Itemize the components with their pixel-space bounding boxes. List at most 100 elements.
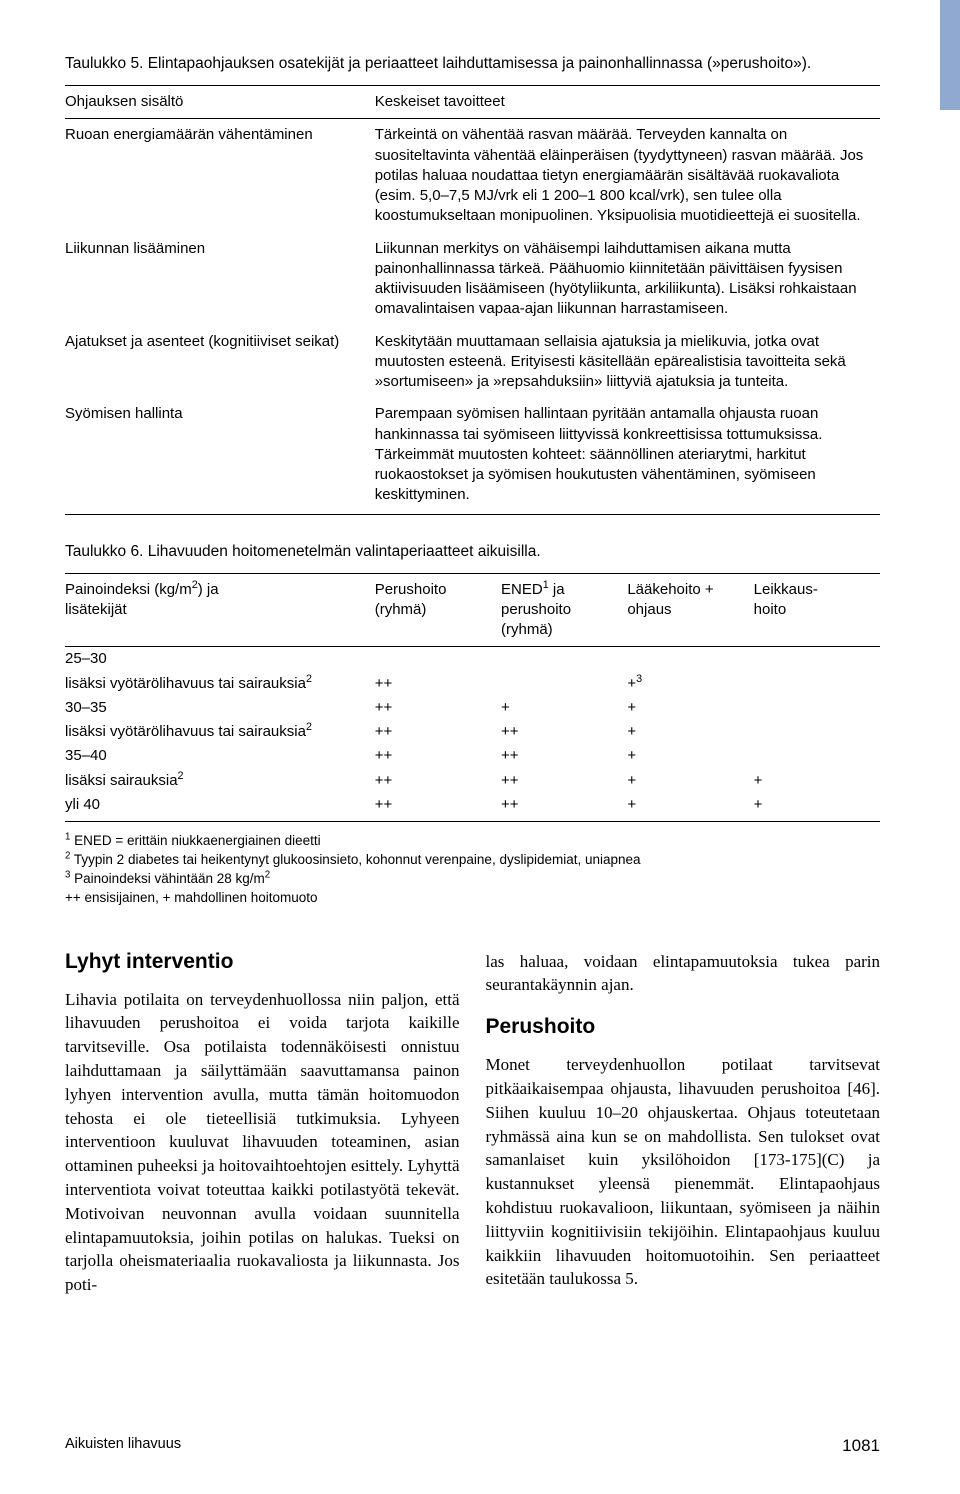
t6-h3-b: ja [549, 581, 565, 598]
t6-c5: + [754, 793, 880, 822]
t6-h1-b: ) ja [198, 581, 219, 598]
t6-h4-l2: ohjaus [627, 601, 671, 618]
t6-h3-l3: (ryhmä) [501, 621, 553, 638]
t6-c1: 30–35 [65, 696, 375, 720]
table5-header-right: Keskeiset tavoitteet [375, 86, 880, 119]
t6-h2-l1: Perushoito [375, 581, 447, 598]
t5-row-left: Liikunnan lisääminen [65, 233, 375, 326]
table-row: yli 40 ++ ++ + + [65, 793, 880, 822]
t6-c5 [754, 647, 880, 672]
t6-h5-l1: Leikkaus- [754, 581, 818, 598]
t5-row-right: Tärkeintä on vähentää rasvan määrää. Ter… [375, 119, 880, 233]
page-number: 1081 [842, 1436, 880, 1456]
footer-left: Aikuisten lihavuus [65, 1436, 181, 1456]
t6-c1: lisäksi vyötärölihavuus tai sairauksia2 [65, 672, 375, 696]
t6-c1: lisäksi vyötärölihavuus tai sairauksia2 [65, 720, 375, 744]
t5-row-right: Keskitytään muuttamaan sellaisia ajatuks… [375, 326, 880, 399]
table-row: 25–30 [65, 647, 880, 672]
t6-c5 [754, 672, 880, 696]
t6-c5 [754, 720, 880, 744]
body-paragraph: Monet terveydenhuollon potilaat tarvitse… [486, 1053, 881, 1291]
t6-c1-sup: 2 [306, 721, 312, 733]
t6-c4: + [627, 696, 753, 720]
heading-lyhyt-interventio: Lyhyt interventio [65, 950, 460, 974]
t6-c4 [627, 647, 753, 672]
table5-header-left: Ohjauksen sisältö [65, 86, 375, 119]
sidebar-accent [940, 0, 960, 110]
t6-c1: 35–40 [65, 744, 375, 768]
t5-row-right: Liikunnan merkitys on vähäisempi laihdut… [375, 233, 880, 326]
t6-c1-text: lisäksi vyötärölihavuus tai sairauksia [65, 723, 306, 740]
t6-h5-l2: hoito [754, 601, 787, 618]
table-row: lisäksi vyötärölihavuus tai sairauksia2 … [65, 720, 880, 744]
t6-h2: Perushoito (ryhmä) [375, 573, 501, 647]
fn2-text: Tyypin 2 diabetes tai heikentynyt glukoo… [70, 852, 640, 867]
t6-c1: 25–30 [65, 647, 375, 672]
t6-c3: ++ [501, 793, 627, 822]
t6-c2 [375, 647, 501, 672]
t6-c3 [501, 647, 627, 672]
fn3-text: Painoindeksi vähintään 28 kg/m [70, 871, 264, 886]
body-paragraph: Lihavia potilaita on terveydenhuollossa … [65, 988, 460, 1297]
t6-c1-text: lisäksi vyötärölihavuus tai sairauksia [65, 675, 306, 692]
t6-h1-l2: lisätekijät [65, 601, 127, 618]
t6-c1: yli 40 [65, 793, 375, 822]
footnote-1: 1 ENED = erittäin niukkaenergiainen diee… [65, 832, 880, 851]
t6-c2: ++ [375, 672, 501, 696]
heading-perushoito: Perushoito [486, 1015, 881, 1039]
t6-c5: + [754, 769, 880, 793]
t6-c5 [754, 696, 880, 720]
table-row: 35–40 ++ ++ + [65, 744, 880, 768]
t5-row-left: Syömisen hallinta [65, 398, 375, 514]
t6-c2: ++ [375, 793, 501, 822]
t5-row-left: Ruoan energiamäärän vähentäminen [65, 119, 375, 233]
t6-c4: + [627, 769, 753, 793]
table5: Ohjauksen sisältö Keskeiset tavoitteet R… [65, 85, 880, 515]
table-row: lisäksi vyötärölihavuus tai sairauksia2 … [65, 672, 880, 696]
page-container: Taulukko 5. Elintapaohjauksen osatekijät… [0, 0, 960, 1337]
table6: Painoindeksi (kg/m2) ja lisätekijät Peru… [65, 573, 880, 823]
footnote-2: 2 Tyypin 2 diabetes tai heikentynyt gluk… [65, 851, 880, 870]
table6-footnotes: 1 ENED = erittäin niukkaenergiainen diee… [65, 832, 880, 908]
t6-c2: ++ [375, 744, 501, 768]
t6-c3: ++ [501, 744, 627, 768]
t6-c4-sup: 3 [636, 673, 642, 685]
table-row: 30–35 ++ + + [65, 696, 880, 720]
t6-c1: lisäksi sairauksia2 [65, 769, 375, 793]
column-right: las haluaa, voidaan elintapamuutoksia tu… [486, 950, 881, 1297]
t6-h4: Lääkehoito + ohjaus [627, 573, 753, 647]
t6-c4: + [627, 744, 753, 768]
t6-c3: ++ [501, 769, 627, 793]
body-columns: Lyhyt interventio Lihavia potilaita on t… [65, 950, 880, 1297]
t6-c2: ++ [375, 769, 501, 793]
t6-c3: + [501, 696, 627, 720]
t6-c4: + [627, 720, 753, 744]
t6-c4-text: + [627, 675, 636, 692]
t6-c4: +3 [627, 672, 753, 696]
footnote-plus: ++ ensisijainen, + mahdollinen hoitomuot… [65, 889, 880, 908]
footnote-3: 3 Painoindeksi vähintään 28 kg/m2 [65, 870, 880, 889]
t5-row-left: Ajatukset ja asenteet (kognitiiviset sei… [65, 326, 375, 399]
t6-h3-a: ENED [501, 581, 543, 598]
t6-c4: + [627, 793, 753, 822]
t6-c1-sup: 2 [306, 673, 312, 685]
t6-h4-l1: Lääkehoito + [627, 581, 713, 598]
fn1-text: ENED = erittäin niukkaenergiainen dieett… [70, 833, 320, 848]
t6-c3: ++ [501, 720, 627, 744]
table-row: lisäksi sairauksia2 ++ ++ + + [65, 769, 880, 793]
table5-caption: Taulukko 5. Elintapaohjauksen osatekijät… [65, 55, 880, 73]
t6-c2: ++ [375, 696, 501, 720]
t5-row-right: Parempaan syömisen hallintaan pyritään a… [375, 398, 880, 514]
t6-h2-l2: (ryhmä) [375, 601, 427, 618]
t6-h3: ENED1 ja perushoito (ryhmä) [501, 573, 627, 647]
column-left: Lyhyt interventio Lihavia potilaita on t… [65, 950, 460, 1297]
t6-h5: Leikkaus- hoito [754, 573, 880, 647]
t6-h1-a: Painoindeksi (kg/m [65, 581, 192, 598]
table6-caption: Taulukko 6. Lihavuuden hoitomenetelmän v… [65, 543, 880, 561]
t6-h1: Painoindeksi (kg/m2) ja lisätekijät [65, 573, 375, 647]
t6-c5 [754, 744, 880, 768]
page-footer: Aikuisten lihavuus 1081 [65, 1436, 880, 1456]
t6-c1-sup: 2 [178, 770, 184, 782]
t6-c3 [501, 672, 627, 696]
t6-c2: ++ [375, 720, 501, 744]
